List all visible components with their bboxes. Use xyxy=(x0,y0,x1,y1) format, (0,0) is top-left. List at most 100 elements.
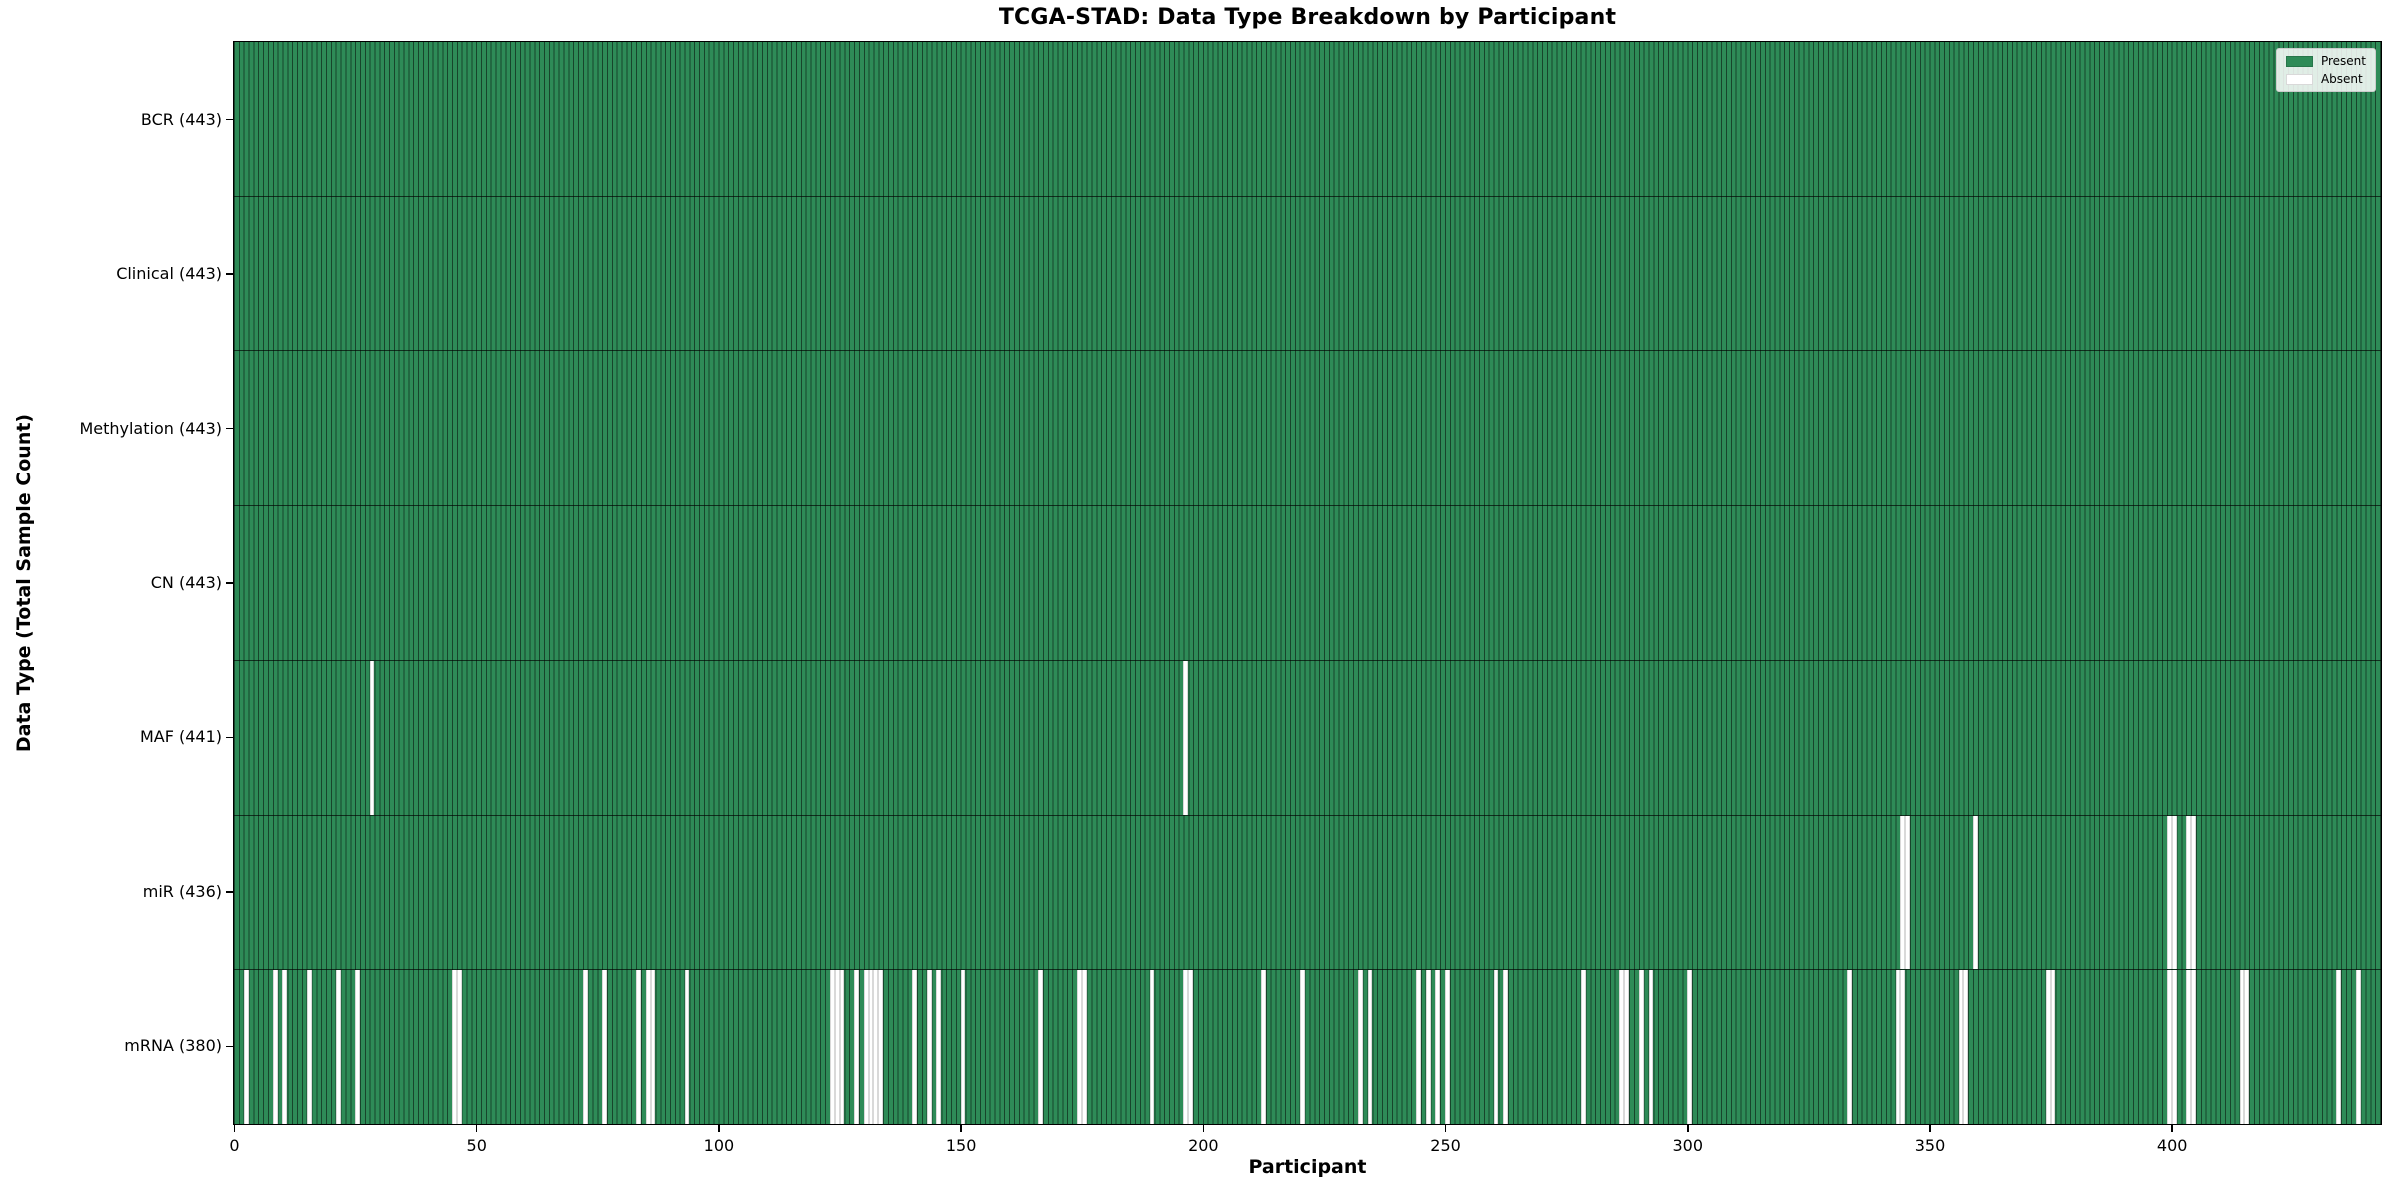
absent-stripe-miR-403 xyxy=(2186,815,2192,970)
absent-stripe-miR-359 xyxy=(1973,815,1978,970)
absent-stripe-mRNA-403 xyxy=(2186,970,2192,1125)
absent-stripe-mRNA-45 xyxy=(451,970,457,1125)
absent-stripe-mRNA-374 xyxy=(2045,970,2051,1125)
absent-stripe-mRNA-250 xyxy=(1445,970,1450,1125)
x-tick-label-150: 150 xyxy=(945,1136,977,1155)
plot-area: Present Absent xyxy=(233,41,2382,1125)
legend-absent-label: Absent xyxy=(2320,72,2363,86)
absent-stripe-mRNA-93 xyxy=(684,970,690,1125)
x-tick-label-400: 400 xyxy=(2156,1136,2188,1155)
absent-stripe-mRNA-150 xyxy=(960,970,966,1125)
y-tick-label-MAF: MAF (441) xyxy=(139,727,222,747)
absent-stripe-mRNA-125 xyxy=(839,970,845,1125)
absent-stripe-mRNA-434 xyxy=(2336,970,2342,1125)
absent-stripe-mRNA-85 xyxy=(645,970,651,1125)
absent-stripe-mRNA-220 xyxy=(1299,970,1305,1125)
absent-stripe-mRNA-140 xyxy=(912,970,918,1125)
absent-stripe-mRNA-287 xyxy=(1624,970,1630,1125)
absent-stripe-mRNA-128 xyxy=(854,970,859,1125)
absent-stripe-mRNA-400 xyxy=(2171,970,2177,1125)
y-tick-mark-miR xyxy=(226,891,233,893)
row-mRNA xyxy=(234,969,2381,1125)
absent-stripe-mRNA-132 xyxy=(873,970,879,1125)
absent-stripe-mRNA-21 xyxy=(335,970,341,1125)
absent-stripe-mRNA-124 xyxy=(834,970,840,1125)
absent-stripe-mRNA-8 xyxy=(272,970,278,1125)
x-tick-mark-50 xyxy=(475,1125,478,1132)
absent-stripe-mRNA-248 xyxy=(1435,970,1441,1125)
row-CN xyxy=(234,505,2381,660)
row-miR xyxy=(234,814,2381,970)
absent-stripe-mRNA-143 xyxy=(926,970,932,1125)
absent-stripe-mRNA-414 xyxy=(2239,970,2245,1125)
x-tick-mark-250 xyxy=(1444,1125,1447,1132)
x-tick-label-350: 350 xyxy=(1914,1136,1946,1155)
legend-item-absent: Absent xyxy=(2285,72,2366,86)
absent-stripe-mRNA-123 xyxy=(829,970,835,1125)
absent-stripe-miR-344 xyxy=(1900,815,1906,970)
absent-stripe-mRNA-130 xyxy=(863,970,869,1125)
chart-title: TCGA-STAD: Data Type Breakdown by Partic… xyxy=(998,5,1617,30)
absent-stripe-mRNA-15 xyxy=(306,970,312,1125)
row-BCR xyxy=(234,42,2381,196)
x-tick-mark-300 xyxy=(1687,1125,1689,1132)
absent-stripe-mRNA-174 xyxy=(1076,970,1082,1125)
absent-stripe-mRNA-343 xyxy=(1895,970,1901,1125)
y-tick-mark-Clinical xyxy=(226,273,233,275)
absent-stripe-mRNA-131 xyxy=(868,970,874,1125)
absent-stripe-mRNA-10 xyxy=(282,970,288,1125)
absent-stripe-mRNA-145 xyxy=(936,970,942,1125)
x-tick-label-250: 250 xyxy=(1430,1136,1461,1155)
absent-stripe-mRNA-375 xyxy=(2050,970,2056,1125)
x-tick-mark-100 xyxy=(718,1125,720,1132)
x-tick-label-0: 0 xyxy=(229,1136,240,1155)
absent-stripe-mRNA-292 xyxy=(1648,970,1654,1125)
y-tick-label-BCR: BCR (443) xyxy=(140,109,222,129)
y-tick-mark-BCR xyxy=(226,118,233,121)
absent-stripe-mRNA-25 xyxy=(355,970,360,1125)
y-tick-mark-MAF xyxy=(226,736,233,739)
y-tick-label-mRNA: mRNA (380) xyxy=(124,1036,222,1056)
absent-stripe-mRNA-344 xyxy=(1900,970,1906,1125)
absent-stripe-miR-399 xyxy=(2166,815,2172,970)
absent-stripe-mRNA-290 xyxy=(1638,970,1644,1125)
absent-stripe-mRNA-83 xyxy=(636,970,641,1125)
absent-stripe-mRNA-438 xyxy=(2355,970,2361,1125)
absent-stripe-mRNA-246 xyxy=(1425,970,1431,1125)
absent-stripe-mRNA-197 xyxy=(1188,970,1194,1125)
legend: Present Absent xyxy=(2275,48,2376,92)
absent-stripe-mRNA-244 xyxy=(1415,970,1421,1125)
absent-stripe-mRNA-278 xyxy=(1580,970,1586,1125)
absent-stripe-mRNA-286 xyxy=(1619,970,1625,1125)
absent-stripe-mRNA-133 xyxy=(878,970,884,1125)
absent-stripe-mRNA-189 xyxy=(1149,970,1155,1125)
absent-stripe-mRNA-234 xyxy=(1367,970,1373,1125)
x-axis-label: Participant xyxy=(1248,1156,1367,1178)
y-tick-label-CN: CN (443) xyxy=(150,573,222,592)
present-swatch-icon xyxy=(2285,55,2313,67)
absent-stripe-mRNA-357 xyxy=(1963,970,1969,1125)
y-tick-label-miR: miR (436) xyxy=(142,881,222,901)
absent-stripe-mRNA-333 xyxy=(1847,970,1852,1125)
x-tick-label-200: 200 xyxy=(1188,1136,1219,1155)
absent-stripe-mRNA-415 xyxy=(2244,970,2250,1125)
x-tick-mark-150 xyxy=(960,1125,962,1132)
x-tick-mark-400 xyxy=(2171,1125,2173,1132)
absent-stripe-mRNA-46 xyxy=(456,970,462,1125)
absent-stripe-MAF-28 xyxy=(369,660,375,815)
absent-stripe-mRNA-76 xyxy=(602,970,607,1125)
x-tick-label-300: 300 xyxy=(1672,1136,1704,1155)
absent-stripe-mRNA-404 xyxy=(2191,970,2196,1125)
y-tick-mark-Methylation xyxy=(226,427,233,430)
y-tick-mark-CN xyxy=(226,582,233,584)
row-Clinical xyxy=(234,195,2381,351)
absent-swatch-icon xyxy=(2285,73,2313,85)
row-Methylation xyxy=(234,350,2381,506)
absent-stripe-mRNA-260 xyxy=(1493,970,1499,1125)
absent-stripe-mRNA-86 xyxy=(650,970,656,1125)
absent-stripe-mRNA-175 xyxy=(1081,970,1087,1125)
absent-stripe-mRNA-356 xyxy=(1958,970,1964,1125)
y-tick-label-Methylation: Methylation (443) xyxy=(79,418,222,438)
absent-stripe-miR-400 xyxy=(2171,815,2177,970)
absent-stripe-mRNA-2 xyxy=(243,970,249,1125)
